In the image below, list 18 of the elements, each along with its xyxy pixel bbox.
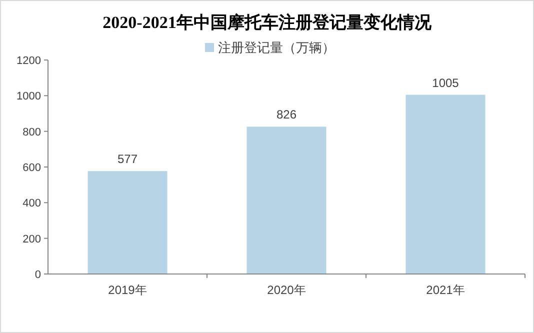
data-label: 577 xyxy=(117,152,138,166)
y-tick-label: 1000 xyxy=(16,90,41,103)
x-tick-label: 2020年 xyxy=(267,283,306,297)
y-tick-label: 800 xyxy=(22,126,41,138)
data-label: 826 xyxy=(276,108,297,122)
y-tick-label: 1200 xyxy=(16,55,41,67)
chart-title: 2020-2021年中国摩托车注册登记量变化情况 xyxy=(102,13,432,32)
legend-label: 注册登记量（万辆） xyxy=(218,40,335,55)
data-label: 1005 xyxy=(432,76,460,90)
bar xyxy=(246,126,326,274)
y-tick-label: 600 xyxy=(22,162,41,174)
bar xyxy=(88,171,168,274)
y-tick-label: 200 xyxy=(22,233,41,246)
bar xyxy=(406,94,486,274)
x-tick-label: 2019年 xyxy=(108,283,147,297)
y-tick-label: 400 xyxy=(22,198,41,210)
x-tick-label: 2021年 xyxy=(426,283,465,297)
y-tick-label: 0 xyxy=(34,269,41,281)
